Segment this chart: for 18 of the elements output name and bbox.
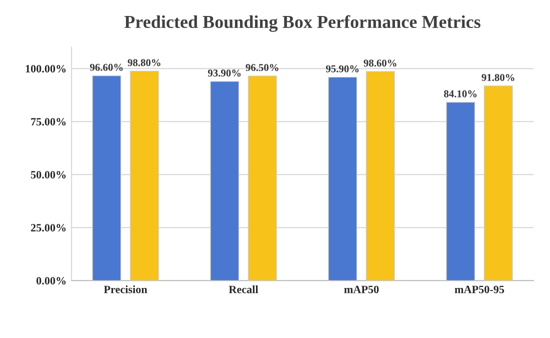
data-label: 96.50%	[246, 64, 278, 72]
y-tick-label: 100.00%	[26, 64, 66, 73]
data-label: 98.60%	[364, 60, 396, 67]
data-label: 93.90%	[208, 70, 241, 77]
y-tick-label: 0.00%	[36, 277, 66, 285]
y-tick-label: 25.00%	[30, 224, 66, 232]
x-tick-label: Precision	[104, 285, 148, 294]
chart-title: Predicted Bounding Box Performance Metrics	[124, 15, 480, 32]
data-label: 91.80%	[482, 74, 514, 82]
y-tick-label: 75.00%	[31, 118, 66, 126]
x-tick-label: Recall	[228, 285, 258, 294]
data-label: 96.60%	[90, 64, 123, 71]
x-tick-label: mAP50-95	[454, 286, 504, 294]
data-label: 98.80%	[128, 59, 160, 66]
y-tick-label: 50.00%	[30, 170, 66, 179]
data-label: 95.90%	[326, 65, 359, 72]
x-tick-label: mAP50	[344, 286, 379, 294]
data-label: 84.10%	[444, 90, 477, 98]
